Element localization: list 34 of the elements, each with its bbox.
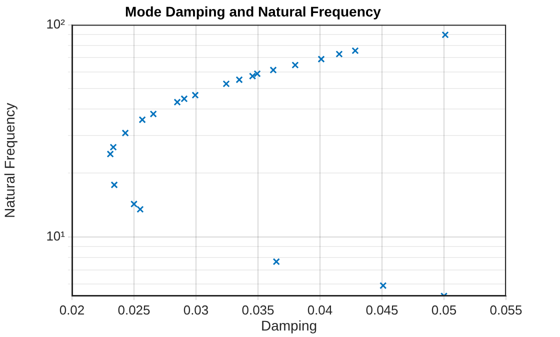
point bbox=[352, 47, 359, 54]
x-tick-label: 0.05 bbox=[431, 302, 457, 318]
chart-title: Mode Damping and Natural Frequency bbox=[125, 3, 382, 20]
point bbox=[270, 66, 277, 74]
point bbox=[192, 92, 199, 99]
x-tick-label: 0.02 bbox=[59, 302, 85, 318]
point bbox=[180, 95, 188, 102]
point bbox=[318, 56, 325, 63]
point bbox=[150, 110, 157, 118]
point bbox=[130, 200, 138, 208]
point bbox=[248, 72, 256, 80]
point bbox=[222, 80, 230, 88]
point bbox=[110, 181, 118, 188]
point bbox=[236, 76, 243, 84]
y-axis-title: Natural Frequency bbox=[1, 102, 18, 218]
point bbox=[122, 129, 129, 137]
point bbox=[336, 50, 343, 58]
point bbox=[138, 116, 146, 124]
point bbox=[136, 206, 144, 213]
x-tick-label: 0.04 bbox=[307, 302, 333, 318]
x-tick-label: 0.055 bbox=[490, 302, 522, 318]
y-tick-label: 10¹ bbox=[46, 228, 66, 244]
x-tick-label: 0.025 bbox=[118, 302, 150, 318]
point bbox=[292, 61, 299, 69]
x-tick-label: 0.035 bbox=[242, 302, 274, 318]
y-tick-label: 10² bbox=[46, 16, 66, 32]
point bbox=[442, 31, 449, 38]
point bbox=[174, 98, 181, 106]
point bbox=[272, 258, 280, 266]
x-tick-label: 0.045 bbox=[366, 302, 398, 318]
x-tick-label: 0.03 bbox=[183, 302, 209, 318]
point bbox=[254, 70, 261, 78]
x-axis-title: Damping bbox=[260, 317, 318, 334]
point bbox=[380, 282, 387, 290]
